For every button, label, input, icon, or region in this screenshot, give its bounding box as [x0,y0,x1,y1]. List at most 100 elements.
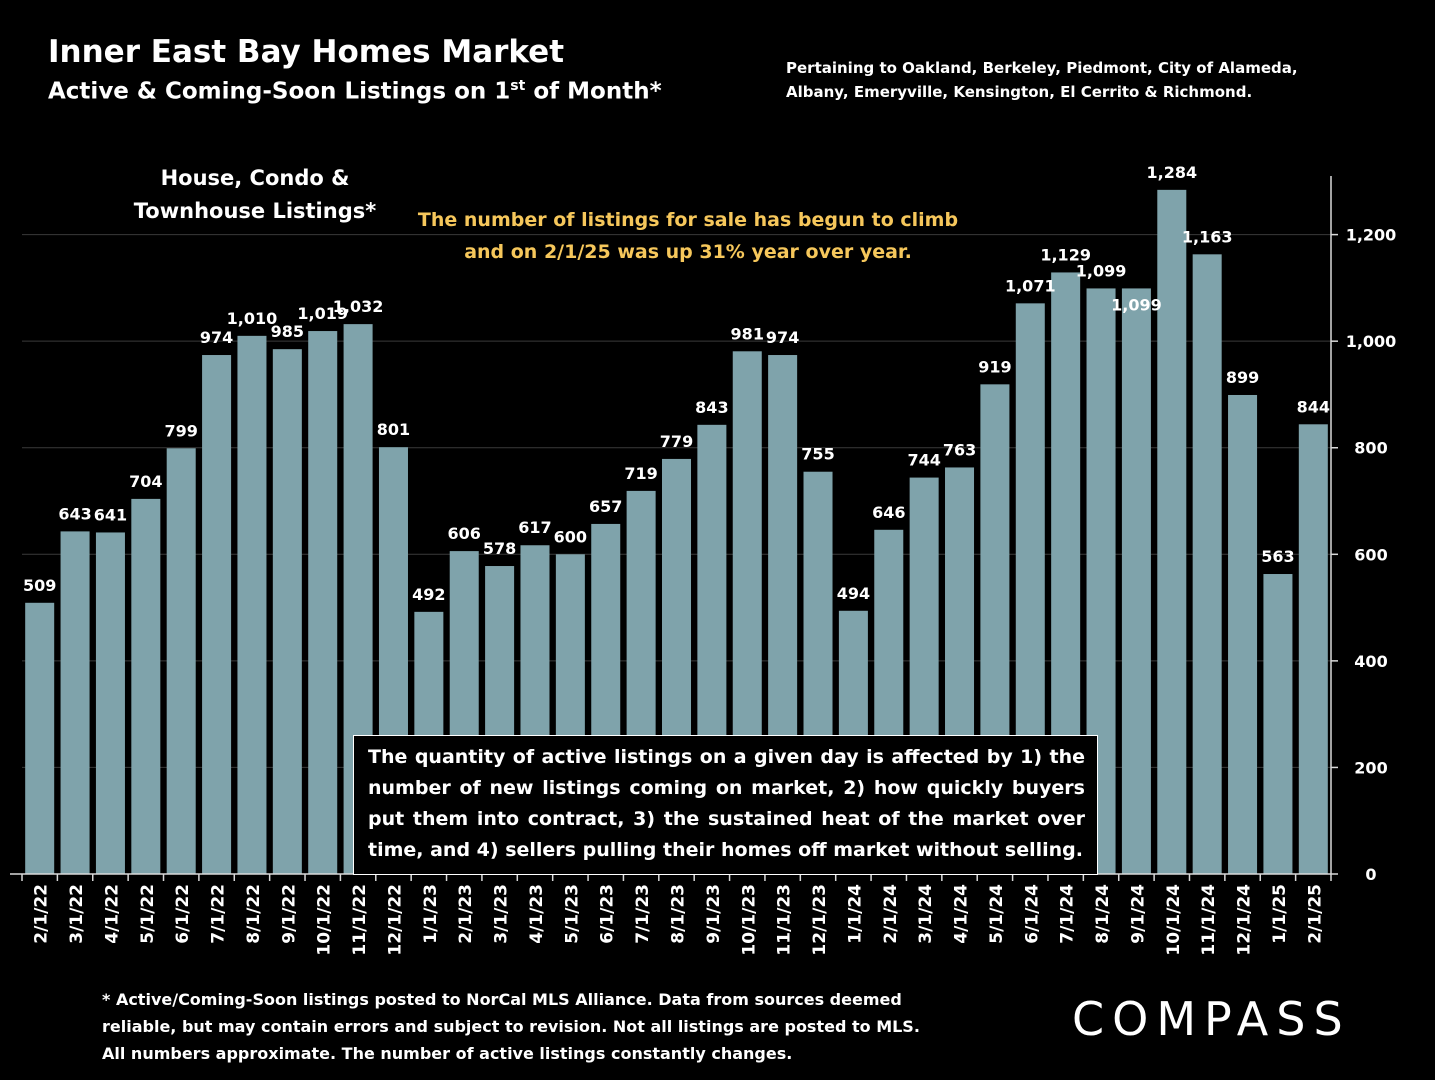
x-tick-label: 9/1/24 [1128,884,1148,944]
bar [1228,394,1258,874]
data-label: 494 [837,584,870,603]
data-label: 578 [483,539,516,558]
bar [202,355,232,874]
data-label: 985 [271,322,304,341]
bar [1298,424,1328,874]
region-note: Pertaining to Oakland, Berkeley, Piedmon… [786,59,1298,101]
page-title: Inner East Bay Homes Market [48,34,565,70]
x-tick-label: 12/1/22 [385,884,405,956]
x-tick-label: 12/1/24 [1235,884,1255,956]
data-label: 974 [200,328,233,347]
x-tick-label: 11/1/22 [350,884,370,956]
y-tick-label: 1,000 [1346,332,1397,351]
bar [95,532,125,874]
y-tick-label: 600 [1354,545,1387,564]
callout-line-1: The number of listings for sale has begu… [417,209,959,231]
data-label: 844 [1297,397,1330,416]
data-label: 704 [129,472,162,491]
x-tick-label: 11/1/23 [775,884,795,956]
y-tick-label: 1,200 [1346,226,1397,245]
data-label: 755 [801,445,834,464]
data-label: 1,071 [1005,276,1056,295]
y-tick-label: 0 [1365,865,1376,884]
x-tick-label: 6/1/22 [173,884,193,944]
y-tick-label: 200 [1354,758,1387,777]
data-label: 763 [943,440,976,459]
bar [166,448,196,874]
chart-title-line-2: Townhouse Listings* [133,199,377,223]
data-label: 919 [978,357,1011,376]
compass-logo: COMPASS [1072,992,1351,1046]
data-label: 744 [907,451,940,470]
data-label: 509 [23,576,56,595]
x-tick-label: 6/1/23 [598,884,618,944]
data-label: 981 [731,324,764,343]
data-label: 641 [94,505,127,524]
data-label: 899 [1226,368,1259,387]
bar [308,331,338,875]
x-tick-label: 12/1/23 [810,884,830,956]
callout-text: The number of listings for sale has begu… [388,204,988,268]
data-label: 563 [1261,547,1294,566]
x-tick-label: 8/1/24 [1093,884,1113,944]
subtitle-end: of Month* [525,78,662,105]
data-label: 801 [377,420,410,439]
data-label: 657 [589,497,622,516]
data-label: 1,032 [333,297,384,316]
x-tick-label: 3/1/24 [916,884,936,944]
bar [237,335,267,875]
x-tick-label: 5/1/24 [987,884,1007,944]
data-label: 643 [58,504,91,523]
data-label: 492 [412,585,445,604]
data-label: 1,099 [1111,295,1162,314]
data-label: 779 [660,432,693,451]
data-label: 719 [624,464,657,483]
page-subtitle: Active & Coming-Soon Listings on 1st of … [48,78,662,105]
x-tick-label: 1/1/24 [845,884,865,944]
bar [1157,189,1187,874]
data-label: 843 [695,398,728,417]
x-tick-label: 1/1/23 [421,884,441,944]
x-tick-label: 10/1/24 [1164,884,1184,956]
x-tick-label: 1/1/25 [1270,884,1290,944]
y-tick-label: 400 [1354,652,1387,671]
bar [131,498,161,874]
data-label: 1,163 [1182,227,1233,246]
x-tick-label: 8/1/22 [244,884,264,944]
x-tick-label: 10/1/23 [739,884,759,956]
x-tick-label: 9/1/22 [279,884,299,944]
data-label: 1,099 [1076,261,1127,280]
data-label: 600 [554,527,587,546]
callout-line-2: and on 2/1/25 was up 31% year over year. [464,241,912,263]
footnote: * Active/Coming-Soon listings posted to … [102,990,920,1063]
x-tick-label: 7/1/23 [633,884,653,944]
x-tick-label: 2/1/25 [1305,884,1325,944]
x-tick-label: 6/1/24 [1022,884,1042,944]
x-tick-label: 8/1/23 [669,884,689,944]
x-tick-label: 10/1/22 [315,884,335,956]
x-tick-label: 5/1/22 [138,884,158,944]
x-tick-label: 3/1/22 [67,884,87,944]
x-tick-label: 2/1/22 [32,884,52,944]
data-label: 606 [448,524,481,543]
data-label: 799 [164,421,197,440]
bar [1263,574,1293,874]
bar [25,602,55,874]
x-tick-label: 2/1/24 [881,884,901,944]
x-tick-label: 4/1/24 [952,884,972,944]
chart-title-line-1: House, Condo & [160,166,350,190]
x-tick-label: 4/1/23 [527,884,547,944]
y-tick-label: 800 [1354,439,1387,458]
data-label: 1,010 [227,309,278,328]
x-tick-label: 2/1/23 [456,884,476,944]
bar [1192,254,1222,874]
data-label: 1,129 [1040,245,1091,264]
data-label: 974 [766,328,799,347]
x-tick-label: 4/1/22 [102,884,122,944]
data-label: 1,019 [297,304,348,323]
chart-title: House, Condo & Townhouse Listings* [110,162,400,228]
data-label: 646 [872,503,905,522]
subtitle-superscript: st [510,78,526,94]
x-tick-label: 9/1/23 [704,884,724,944]
